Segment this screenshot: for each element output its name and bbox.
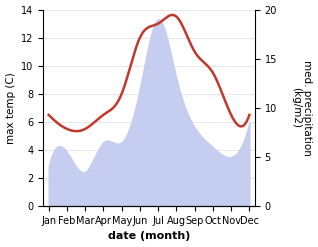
Y-axis label: max temp (C): max temp (C) [5,72,16,144]
X-axis label: date (month): date (month) [108,231,190,242]
Y-axis label: med. precipitation
(kg/m2): med. precipitation (kg/m2) [291,60,313,156]
